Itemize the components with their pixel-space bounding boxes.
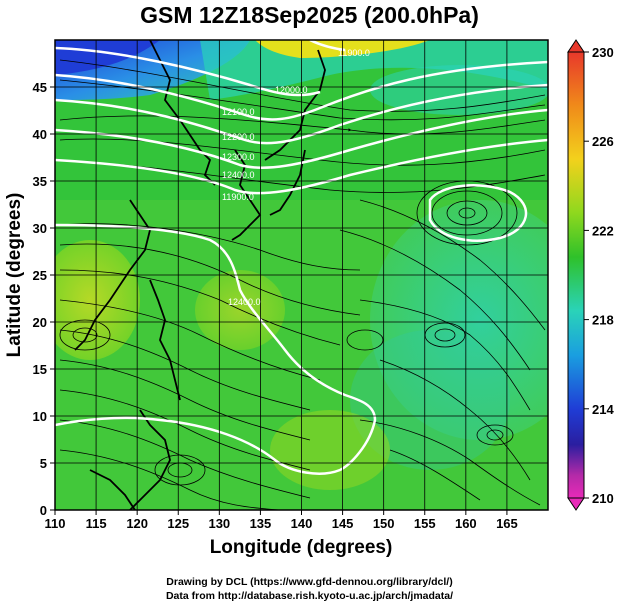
x-tick-label: 120 <box>126 516 148 531</box>
y-tick-label: 40 <box>33 127 47 142</box>
x-axis-label: Longitude (degrees) <box>210 537 393 558</box>
x-tick-label: 160 <box>455 516 477 531</box>
height-contours <box>55 40 548 475</box>
credit-drawing: Drawing by DCL (https://www.gfd-dennou.o… <box>166 576 453 588</box>
contour-label: 11900.0 <box>338 48 370 58</box>
y-tick-label: 5 <box>40 456 47 471</box>
x-tick-label: 130 <box>208 516 230 531</box>
grid-lines <box>55 40 548 510</box>
contour-label: 12100.0 <box>222 107 255 117</box>
x-tick-label: 155 <box>414 516 436 531</box>
colorbar-label: 230 <box>592 45 614 60</box>
contour-labels: 11900.0 12000.0 12100.0 12200.0 12300.0 … <box>222 48 370 307</box>
y-tick-label: 20 <box>33 315 47 330</box>
colorbar-label: 210 <box>592 491 614 506</box>
y-tick-label: 0 <box>40 503 47 518</box>
y-axis-label: Latitude (degrees) <box>4 193 25 358</box>
contour-label: 12400.0 <box>222 170 255 180</box>
colorbar-labels: 230 226 222 218 214 210 <box>584 45 614 506</box>
x-tick-label: 125 <box>167 516 189 531</box>
y-tick-label: 45 <box>33 80 47 95</box>
contour-label: 12300.0 <box>222 152 255 162</box>
y-tick-label: 35 <box>33 174 47 189</box>
x-tick-label: 135 <box>250 516 272 531</box>
coastlines <box>74 40 326 510</box>
y-tick-label: 30 <box>33 221 47 236</box>
x-tick-label: 110 <box>45 516 66 531</box>
x-tick-label: 115 <box>86 516 107 531</box>
colorbar-label: 214 <box>592 402 614 417</box>
colorbar-label: 218 <box>592 313 614 328</box>
x-tick-label: 165 <box>496 516 518 531</box>
contour-label: 12400.0 <box>228 297 261 307</box>
credit-data-source: Data from http://database.rish.kyoto-u.a… <box>165 590 454 602</box>
y-tick-label: 15 <box>33 362 47 377</box>
colorbar-top-arrow <box>567 39 585 53</box>
contour-label: 12200.0 <box>222 132 255 142</box>
contour-label: 11900.0 <box>222 192 254 202</box>
y-tick-label: 25 <box>33 268 47 283</box>
x-tick-label: 145 <box>332 516 354 531</box>
y-tick-labels: 0 5 10 15 20 25 30 35 40 45 <box>33 80 55 518</box>
contour-label: 12000.0 <box>275 85 308 95</box>
colorbar-bottom-arrow <box>567 497 585 511</box>
x-tick-label: 140 <box>291 516 313 531</box>
y-tick-label: 10 <box>33 409 47 424</box>
colorbar-scale <box>567 51 585 499</box>
x-tick-label: 150 <box>373 516 395 531</box>
x-tick-labels: 110 115 120 125 130 135 140 145 150 155 160 165 <box>45 510 518 531</box>
colorbar-label: 226 <box>592 134 614 149</box>
map-title: GSM 12Z18Sep2025 (200.0hPa) <box>140 2 479 28</box>
colorbar-label: 222 <box>592 223 614 238</box>
colorbar: 230 226 222 218 214 210 <box>567 39 614 511</box>
